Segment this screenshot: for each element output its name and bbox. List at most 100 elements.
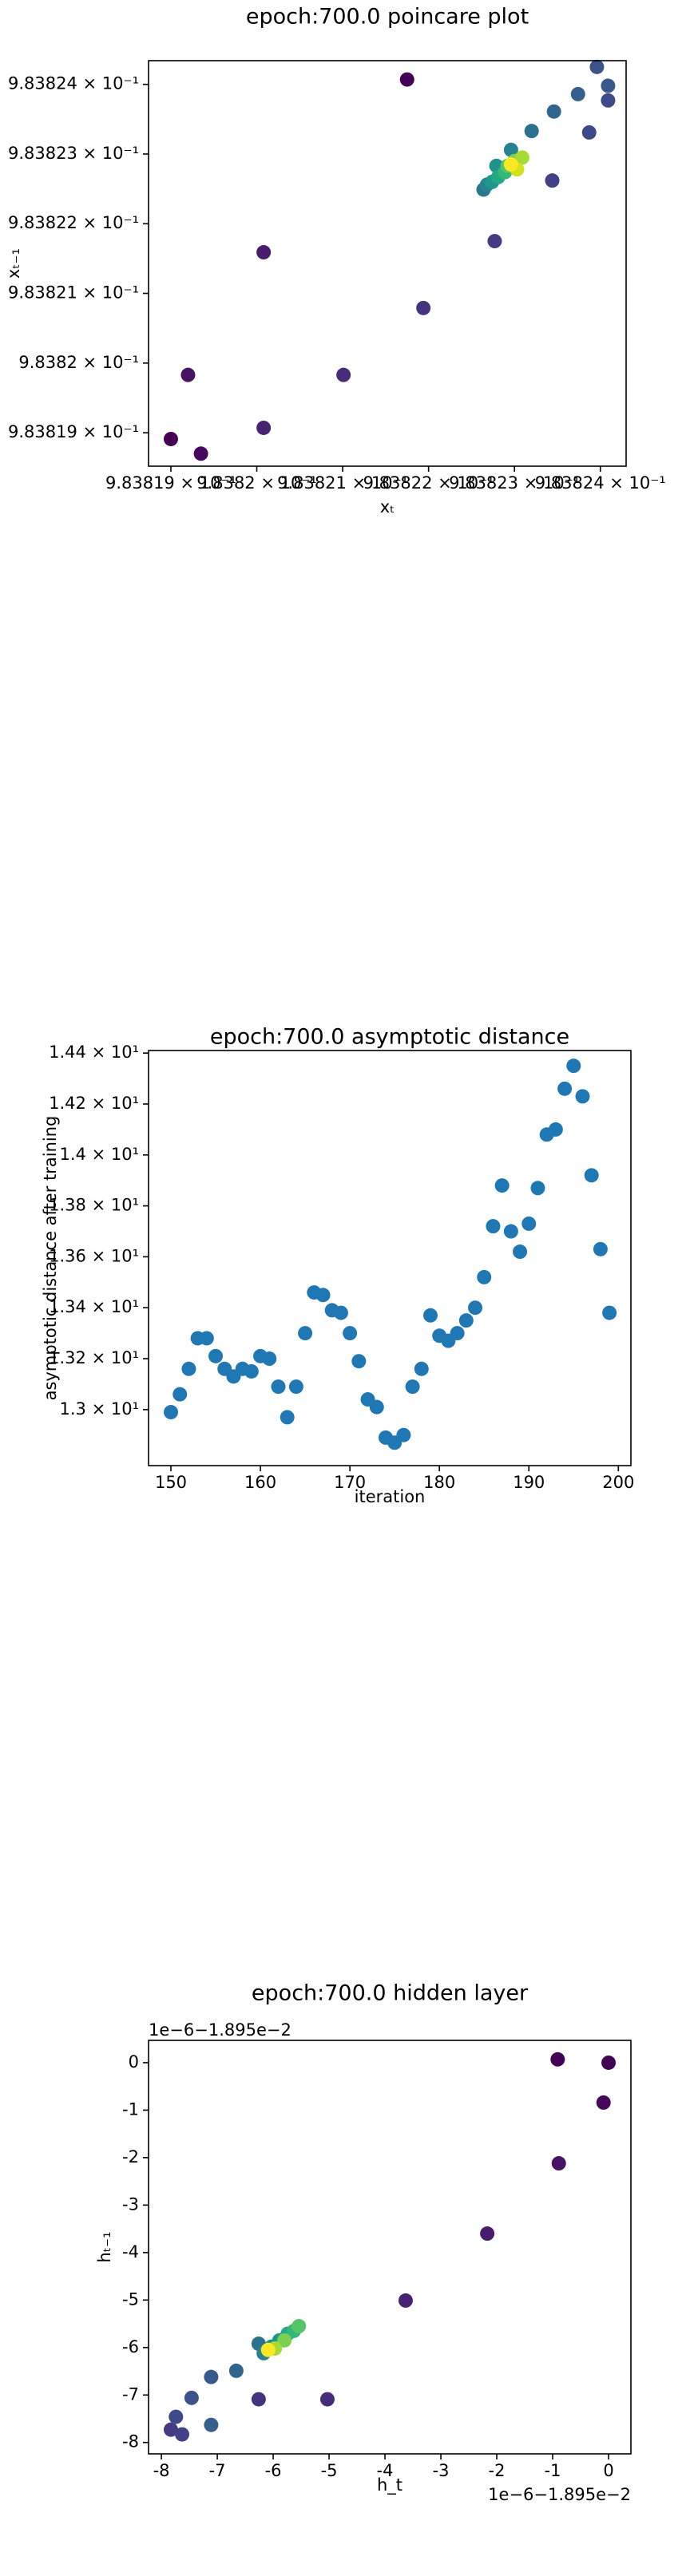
point [291,2319,307,2334]
x-tick-label: 150 [155,1473,187,1492]
y-tick-label: -2 [122,2147,139,2166]
point [513,1244,528,1260]
y-tick-label: -7 [122,2384,139,2404]
y-tick-label: 9.83824 × 10⁻¹ [8,74,139,93]
x-tick-label: -1 [545,2461,561,2480]
point [333,1305,348,1320]
point [593,1241,608,1256]
point [181,1361,196,1376]
x-tick-label: 200 [602,1473,634,1492]
point [530,1181,545,1196]
point [570,86,585,101]
x-axis-label: xₜ [380,497,395,516]
point [521,1216,537,1231]
point [550,2052,565,2067]
point [315,1288,331,1303]
y-tick-label: 1.38 × 10¹ [49,1196,139,1215]
point [551,2156,566,2171]
point [416,300,431,315]
point [480,2226,495,2242]
y-tick-label: 9.83821 × 10⁻¹ [8,283,139,303]
point [468,1300,483,1316]
y-tick-label: 1.34 × 10¹ [49,1297,139,1316]
y-tick-label: 1.36 × 10¹ [49,1246,139,1265]
y-tick-label: 9.83823 × 10⁻¹ [8,144,139,163]
x-tick-label: 190 [513,1473,545,1492]
point [343,1326,358,1341]
y-tick-label: -8 [122,2432,139,2451]
point [486,1219,501,1234]
point [422,1308,438,1323]
point [163,2422,178,2437]
y-axis-label: hₜ₋₁ [95,2231,114,2262]
y-axis-label: asymptotic distance after training [41,1116,60,1401]
y-tick-label: 1.42 × 10¹ [49,1094,139,1113]
point [396,1427,411,1442]
point [280,1410,295,1425]
point [494,1178,510,1193]
point [546,104,561,119]
point [204,2369,219,2384]
axes-frame [148,2040,632,2455]
y-tick-label: 1.44 × 10¹ [49,1043,139,1062]
point [584,1168,599,1183]
point [596,2095,611,2110]
x-tick-label: 160 [244,1473,276,1492]
point [503,1224,518,1239]
x-axis-label: iteration [355,1487,426,1506]
point [524,124,539,139]
x-tick-label: -6 [265,2461,282,2480]
point [601,2055,617,2070]
point [173,1387,188,1402]
axes-frame [148,60,627,467]
point [204,2417,219,2432]
point [601,78,616,93]
point [514,150,529,165]
y-axis-label: xₜ₋₁ [4,248,23,279]
x-tick-label: -3 [433,2461,450,2480]
axes-frame [148,1050,632,1466]
point [271,1379,286,1395]
point [319,2392,335,2407]
point [260,2342,276,2357]
y-tick-label: 1.32 × 10¹ [49,1348,139,1367]
point [298,1326,313,1341]
y-tick-label: -4 [122,2242,139,2261]
x-tick-label: -7 [209,2461,226,2480]
point [256,245,272,260]
point [351,1354,367,1369]
point [405,1379,420,1395]
point [164,1405,179,1420]
point [602,1305,617,1320]
y-tick-label: -6 [122,2337,139,2356]
y-tick-label: 9.8382 × 10⁻¹ [18,353,139,372]
x-tick-label: 0 [603,2461,613,2480]
point [548,1122,563,1137]
y-tick-label: 1.4 × 10¹ [60,1145,139,1164]
point [601,93,616,108]
y-tick-label: 9.83822 × 10⁻¹ [8,213,139,232]
point [477,1269,492,1284]
point [288,1379,303,1395]
x-tick-label: -4 [377,2461,394,2480]
point [589,59,605,74]
point [169,2409,184,2424]
point [180,367,196,382]
x-tick-label: 9.83822 × 10⁻¹ [363,473,494,493]
point [244,1363,259,1379]
y-tick-label: -5 [122,2289,139,2309]
point [503,157,518,172]
x-tick-label: -8 [153,2461,170,2480]
point [277,2333,292,2348]
y-tick-label: 1.3 × 10¹ [60,1399,139,1419]
y-tick-label: -3 [122,2194,139,2214]
point [399,72,414,87]
point [575,1089,590,1104]
point [262,1351,277,1367]
chart-title: epoch:700.0 hidden layer [252,1981,529,2006]
point [566,1058,581,1074]
point [336,367,351,382]
point [228,2363,244,2378]
